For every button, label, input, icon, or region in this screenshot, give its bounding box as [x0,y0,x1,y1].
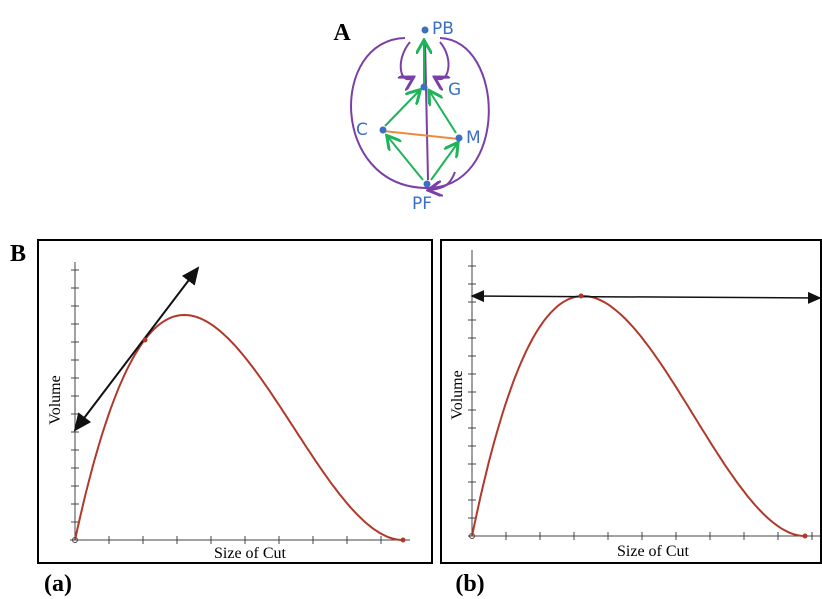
panel-label: A [333,20,351,46]
edge [382,130,460,140]
caption: (b) [455,571,484,597]
tangent [73,266,200,432]
loop [436,41,449,79]
node [420,83,428,91]
edge [384,91,419,127]
y-axis-label: Volume [449,370,466,419]
loop [350,37,490,190]
diagram [350,37,490,190]
node [455,134,463,142]
tangent-point [578,293,584,299]
x-axis-label: Size of Cut [214,545,287,562]
edge [430,92,457,134]
node [379,126,387,134]
node [423,180,431,188]
panel-label: B [10,241,26,267]
x-axis-label: Size of Cut [617,543,690,560]
plot-frame [37,239,433,564]
y-axis-label: Volume [47,375,64,424]
caption: (a) [44,571,72,597]
edge [388,137,424,181]
node-label: C [356,120,368,140]
node [421,26,429,34]
node-label: PF [412,194,432,214]
nodes [379,26,463,188]
tangent-point [142,337,148,343]
node-label: M [466,128,481,148]
edge [430,171,456,190]
edge [430,144,457,181]
edge [424,39,429,181]
node-label: PB [432,19,454,39]
tangent [470,290,822,304]
plot-frame [440,239,822,564]
curve [471,294,806,537]
node-label: G [448,80,461,100]
endpoint [469,533,475,539]
loop [401,41,412,79]
curve [74,313,404,541]
endpoint [802,533,808,539]
endpoint [400,537,406,543]
endpoint [72,537,78,543]
